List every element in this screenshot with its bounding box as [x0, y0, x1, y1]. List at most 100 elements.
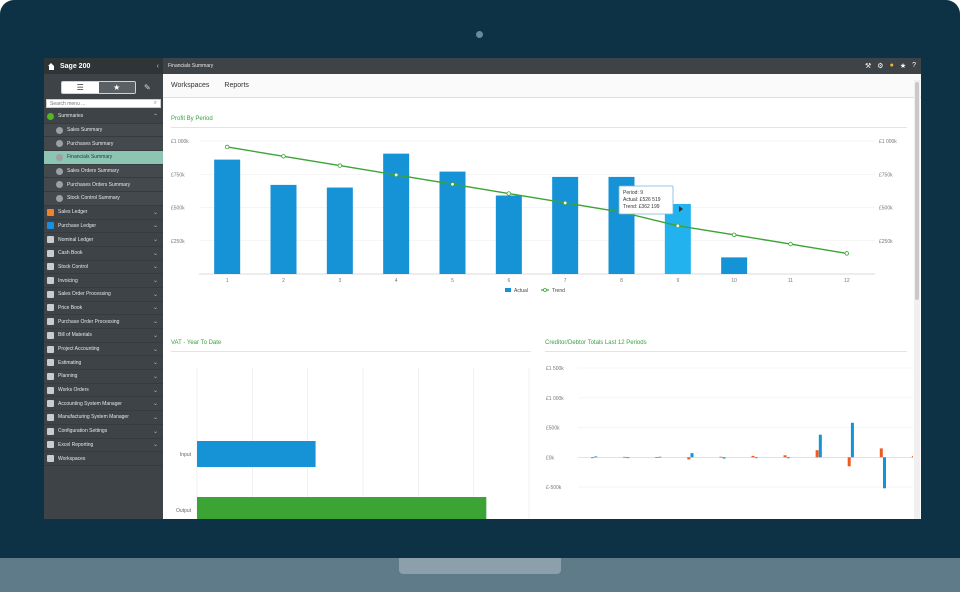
sidebar-item-price-book[interactable]: Price Book ⌄ [44, 302, 163, 316]
tab-workspaces[interactable]: Workspaces [171, 82, 210, 89]
sidebar-item-sales-order-processing[interactable]: Sales Order Processing ⌄ [44, 288, 163, 302]
sidebar-item-nominal-ledger[interactable]: Nominal Ledger ⌄ [44, 233, 163, 247]
chevron-up-icon[interactable]: ⌃ [152, 113, 158, 120]
sidebar-item-planning[interactable]: Planning ⌄ [44, 370, 163, 384]
chevron-down-icon[interactable]: ⌄ [152, 373, 158, 380]
sidebar-item-stock-control-summary[interactable]: Stock Control Summary [44, 192, 163, 206]
chevron-down-icon[interactable]: ⌄ [152, 250, 158, 257]
chevron-down-icon[interactable]: ⌄ [152, 209, 158, 216]
chevron-down-icon[interactable]: ⌄ [152, 264, 158, 271]
sidebar-item-label: Estimating [58, 359, 82, 366]
bar-actual-period-5 [439, 171, 466, 274]
bar-actual-period-3 [326, 187, 353, 274]
trend-point-period-4 [393, 172, 399, 178]
trend-point-period-12 [844, 251, 850, 256]
x-tick-label: 9 [676, 278, 679, 284]
tab-reports[interactable]: Reports [224, 82, 249, 89]
chevron-down-icon[interactable]: ⌄ [152, 223, 158, 230]
tooltip-period: Period: 9 [623, 190, 643, 196]
sidebar-item-label: Stock Control [58, 263, 89, 270]
sidebar-item-manufacturing-system-manager[interactable]: Manufacturing System Manager ⌄ [44, 411, 163, 425]
home-icon[interactable] [48, 62, 55, 70]
sidebar-item-workspaces[interactable]: Workspaces [44, 452, 163, 466]
sidebar-item-stock-control[interactable]: Stock Control ⌄ [44, 261, 163, 275]
chevron-down-icon[interactable]: ⌄ [152, 305, 158, 312]
chevron-down-icon[interactable]: ⌄ [152, 291, 158, 298]
bar-actual-period-1 [214, 159, 241, 274]
settings-gear-icon[interactable]: ⚙ [877, 63, 884, 70]
search-menu-input[interactable]: Search menu ... ⌕ [46, 99, 161, 108]
cred-bar-creditors-8 [815, 450, 819, 458]
chevron-down-icon[interactable]: ⌄ [152, 319, 158, 326]
sidebar-item-label: Price Book [58, 304, 83, 311]
vertical-scrollbar[interactable] [914, 80, 920, 519]
vat-chart-title: VAT - Year To Date [171, 340, 222, 346]
sidebar-item-estimating[interactable]: Estimating ⌄ [44, 356, 163, 371]
scrollbar-thumb[interactable] [915, 82, 919, 300]
chevron-down-icon[interactable]: ⌄ [152, 428, 158, 435]
favourites-star-icon[interactable]: ★ [98, 82, 135, 93]
sidebar-item-cash-book[interactable]: Cash Book ⌄ [44, 247, 163, 261]
module-icon [47, 112, 54, 120]
edit-pencil-icon[interactable]: ✎ [144, 83, 151, 92]
sidebar-item-purchases-orders-summary[interactable]: Purchases Orders Summary [44, 178, 163, 193]
sidebar-item-sales-summary[interactable]: Sales Summary [44, 123, 163, 138]
cred-bar-creditors-3 [655, 457, 659, 458]
collapse-sidebar-icon[interactable]: ‹ [156, 62, 159, 70]
sidebar-item-accounting-system-manager[interactable]: Accounting System Manager ⌄ [44, 397, 163, 412]
sidebar-item-invoicing[interactable]: Invoicing ⌄ [44, 274, 163, 288]
sidebar-item-purchase-ledger[interactable]: Purchase Ledger ⌄ [44, 220, 163, 234]
chevron-down-icon[interactable]: ⌄ [152, 387, 158, 394]
sidebar-item-bill-of-materials[interactable]: Bill of Materials ⌄ [44, 329, 163, 343]
sidebar-item-works-orders[interactable]: Works Orders ⌄ [44, 384, 163, 398]
sidebar-item-label: Financials Summary [67, 154, 113, 161]
x-tick-label: 12 [844, 278, 850, 284]
window-title: Financials Summary [168, 63, 214, 69]
cred-y-tick-left: £1 000k [546, 396, 564, 402]
favourite-star-icon[interactable]: ★ [899, 63, 907, 70]
sidebar-item-summaries[interactable]: Summaries ⌃ [44, 110, 163, 124]
profit-chart-title: Profit By Period [171, 116, 213, 122]
sidebar-item-label: Sales Summary [67, 127, 103, 134]
x-tick-label: 2 [282, 278, 285, 284]
cred-bar-creditors-6 [751, 455, 755, 458]
chevron-down-icon[interactable]: ⌄ [152, 237, 158, 244]
module-icon [47, 208, 54, 216]
sidebar-item-configuration-settings[interactable]: Configuration Settings ⌄ [44, 425, 163, 439]
chevron-down-icon[interactable]: ⌄ [152, 442, 158, 449]
sidebar-item-excel-reporting[interactable]: Excel Reporting ⌄ [44, 439, 163, 453]
summary-item-icon [56, 140, 63, 148]
cred-bar-creditors-7 [783, 455, 787, 458]
sidebar-item-label: Planning [58, 373, 78, 380]
search-icon[interactable]: ⌕ [153, 100, 157, 106]
sidebar-item-sales-ledger[interactable]: Sales Ledger ⌄ [44, 206, 163, 220]
sidebar-item-sales-orders-summary[interactable]: Sales Orders Summary [44, 164, 163, 179]
vat-chart-rule [171, 351, 531, 352]
help-icon[interactable]: ? [912, 62, 916, 69]
sidebar-item-label: Purchase Ledger [58, 222, 97, 229]
cred-y-tick-left: £0k [546, 455, 555, 461]
chevron-down-icon[interactable]: ⌄ [152, 278, 158, 285]
lightbulb-icon[interactable]: ● [889, 62, 894, 69]
cred-bar-debtors-10 [882, 457, 886, 489]
tools-icon[interactable]: ⚒ [865, 63, 872, 70]
legend-trend-marker [543, 288, 547, 292]
chevron-down-icon[interactable]: ⌄ [152, 401, 158, 408]
legend-actual-label: Actual [514, 288, 528, 294]
x-tick-label: 7 [564, 278, 567, 284]
sidebar-item-purchases-summary[interactable]: Purchases Summary [44, 137, 163, 152]
creditor-chart-title: Creditor/Debtor Totals Last 12 Periods [545, 340, 647, 346]
trend-point-period-7 [562, 200, 568, 206]
legend-trend-label: Trend [552, 288, 565, 294]
sidebar-item-financials-summary[interactable]: Financials Summary [44, 151, 163, 165]
sidebar-item-label: Workspaces [58, 455, 86, 462]
menu-list-icon[interactable]: ☰ [62, 82, 99, 93]
chevron-down-icon[interactable]: ⌄ [152, 332, 158, 339]
chevron-down-icon[interactable]: ⌄ [152, 360, 158, 367]
tab-bar: Workspaces Reports [163, 74, 921, 98]
sidebar-item-purchase-order-processing[interactable]: Purchase Order Processing ⌄ [44, 315, 163, 329]
vat-year-to-date-chart: InputOutputLiability [176, 368, 530, 519]
chevron-down-icon[interactable]: ⌄ [152, 346, 158, 353]
chevron-down-icon[interactable]: ⌄ [152, 414, 158, 421]
sidebar-item-project-accounting[interactable]: Project Accounting ⌄ [44, 343, 163, 357]
